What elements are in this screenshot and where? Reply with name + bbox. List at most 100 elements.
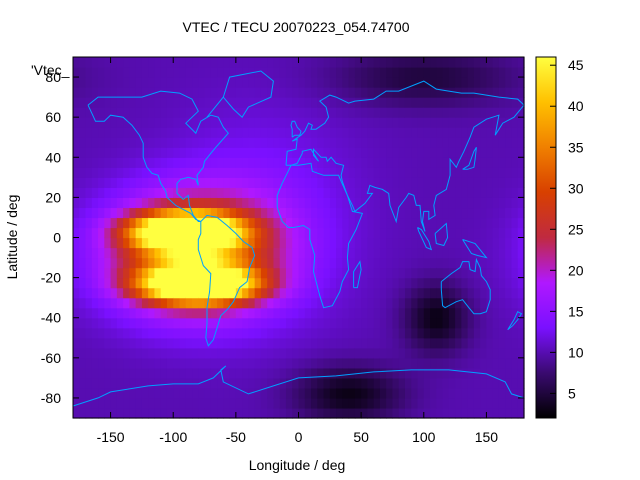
heatmap-cell — [467, 67, 475, 78]
heatmap-cell — [185, 97, 193, 108]
heatmap-cell — [298, 267, 306, 279]
heatmap-cell — [98, 297, 105, 309]
heatmap-cell — [517, 277, 525, 289]
heatmap-cell — [123, 87, 130, 98]
heatmap-cell — [342, 147, 350, 158]
heatmap-cell — [292, 277, 300, 289]
heatmap-cell — [423, 77, 431, 88]
heatmap-cell — [85, 87, 93, 98]
heatmap-cell — [223, 117, 231, 128]
x-axis-ticks: -150 -100 -50 0 50 100 150 — [97, 57, 498, 445]
heatmap-cell — [267, 157, 275, 168]
heatmap-cell — [329, 137, 337, 148]
heatmap-cell — [367, 317, 375, 329]
heatmap-cell — [323, 207, 331, 219]
heatmap-cell — [116, 57, 124, 68]
heatmap-cell — [342, 307, 350, 319]
heatmap-cell — [192, 267, 199, 279]
heatmap-cell — [379, 57, 387, 68]
heatmap-cell — [398, 257, 406, 269]
heatmap-cell — [379, 347, 387, 359]
heatmap-cell — [298, 87, 306, 98]
heatmap-cell — [273, 267, 281, 279]
heatmap-cell — [473, 177, 481, 188]
heatmap-cell — [73, 287, 80, 299]
heatmap-cell — [248, 267, 256, 279]
heatmap-cell — [304, 187, 312, 198]
heatmap-cell — [411, 367, 419, 379]
y-tick-label: 20 — [45, 189, 61, 205]
heatmap-cell — [141, 147, 149, 158]
heatmap-cell — [304, 117, 312, 128]
heatmap-cell — [398, 137, 406, 148]
heatmap-cell — [505, 297, 513, 309]
heatmap-cell — [104, 217, 112, 229]
heatmap-cell — [166, 357, 174, 369]
heatmap-cell — [455, 317, 462, 329]
heatmap-cell — [436, 297, 444, 309]
coastline-path — [462, 147, 477, 170]
heatmap-cell — [336, 67, 343, 78]
heatmap-cell — [348, 267, 356, 279]
heatmap-cell — [417, 357, 425, 369]
heatmap-cell — [373, 147, 381, 158]
heatmap-cell — [430, 317, 437, 329]
heatmap-cell — [154, 137, 162, 148]
heatmap-cell — [104, 337, 112, 349]
heatmap-cell — [123, 177, 130, 188]
heatmap-cell — [367, 167, 375, 178]
heatmap-cell — [198, 347, 206, 359]
heatmap-cell — [110, 137, 118, 148]
heatmap-cell — [311, 97, 318, 108]
heatmap-cell — [480, 397, 488, 409]
heatmap-cell — [148, 267, 156, 279]
heatmap-cell — [110, 217, 118, 229]
heatmap-cell — [354, 157, 362, 168]
heatmap-cell — [373, 337, 381, 349]
heatmap-cell — [392, 257, 400, 269]
heatmap-cell — [154, 247, 162, 259]
heatmap-cell — [411, 337, 419, 349]
heatmap-cell — [505, 147, 513, 158]
heatmap-cell — [342, 197, 350, 209]
heatmap-cell — [98, 57, 105, 68]
heatmap-cell — [248, 107, 256, 118]
heatmap-cell — [430, 147, 437, 158]
heatmap-cell — [85, 57, 93, 68]
heatmap-cell — [329, 317, 337, 329]
heatmap-cell — [98, 207, 105, 219]
heatmap-cell — [267, 267, 275, 279]
heatmap-cell — [141, 317, 149, 329]
heatmap-cell — [467, 57, 475, 68]
heatmap-cell — [148, 217, 156, 229]
heatmap-cell — [198, 387, 206, 399]
heatmap-cell — [292, 177, 300, 188]
heatmap-cell — [248, 187, 256, 198]
heatmap-cell — [160, 157, 168, 168]
heatmap-cell — [511, 257, 519, 269]
heatmap-cell — [430, 397, 437, 409]
heatmap-cell — [455, 377, 462, 389]
heatmap-cell — [354, 387, 362, 399]
heatmap-cell — [104, 117, 112, 128]
heatmap-cell — [386, 77, 394, 88]
heatmap-cell — [79, 167, 87, 178]
heatmap-cell — [311, 347, 318, 359]
heatmap-cell — [304, 387, 312, 399]
heatmap-cell — [173, 67, 181, 78]
heatmap-cell — [505, 327, 513, 339]
heatmap-cell — [204, 177, 212, 188]
heatmap-cell — [486, 267, 494, 279]
heatmap-cell — [198, 207, 206, 219]
heatmap-cell — [123, 207, 130, 219]
heatmap-cell — [79, 307, 87, 319]
heatmap-cell — [204, 317, 212, 329]
heatmap-cell — [361, 147, 368, 158]
heatmap-cell — [498, 127, 506, 138]
heatmap-cell — [173, 277, 181, 289]
heatmap-cell — [217, 77, 224, 88]
heatmap-cell — [223, 87, 231, 98]
heatmap-cell — [417, 307, 425, 319]
heatmap-cell — [279, 257, 287, 269]
